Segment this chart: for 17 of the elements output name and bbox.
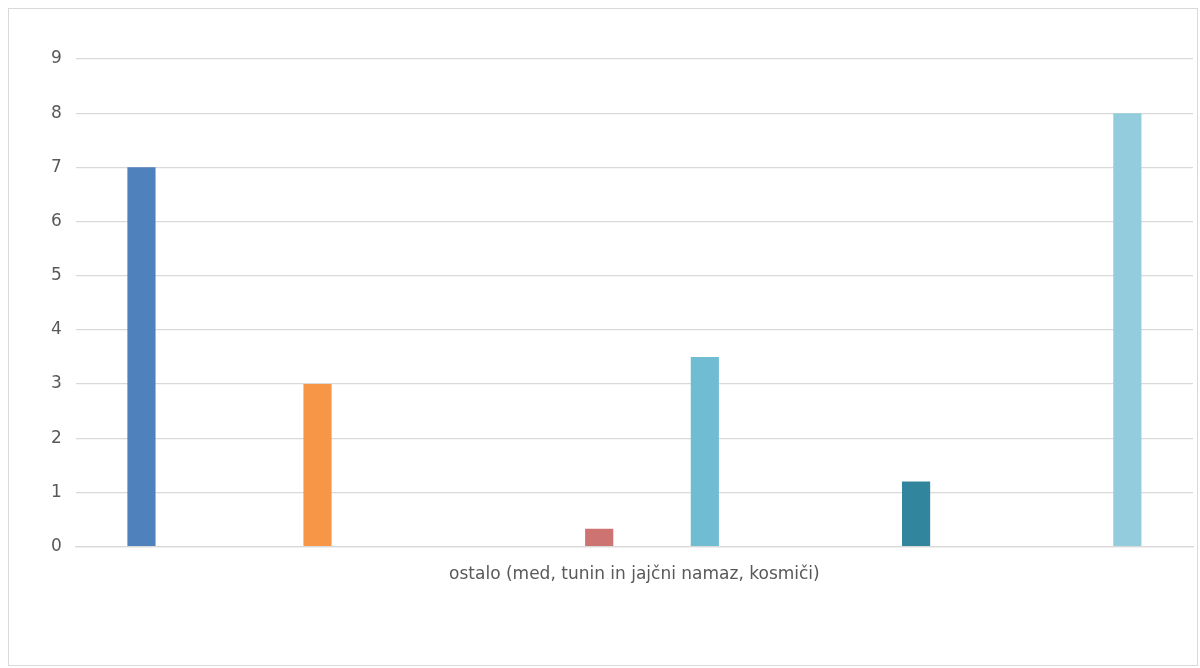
y-tick-label: 1 [50,480,62,501]
bar [1113,113,1142,546]
x-tick-label: ostalo (med, tunin in jajčni namaz, kosmiči) [449,563,820,584]
y-tick-label: 2 [50,426,62,447]
bar [127,167,156,546]
y-tick-label: 5 [50,264,62,285]
y-tick-label: 0 [50,535,62,556]
y-tick-label: 7 [50,155,62,176]
bar [690,356,719,546]
bar [585,528,614,546]
bar [303,384,332,546]
y-tick-label: 8 [50,101,62,122]
y-tick-label: 9 [50,47,62,68]
y-tick-label: 6 [50,209,62,230]
bar [902,481,931,546]
y-tick-label: 3 [50,372,62,393]
y-tick-label: 4 [50,318,62,339]
